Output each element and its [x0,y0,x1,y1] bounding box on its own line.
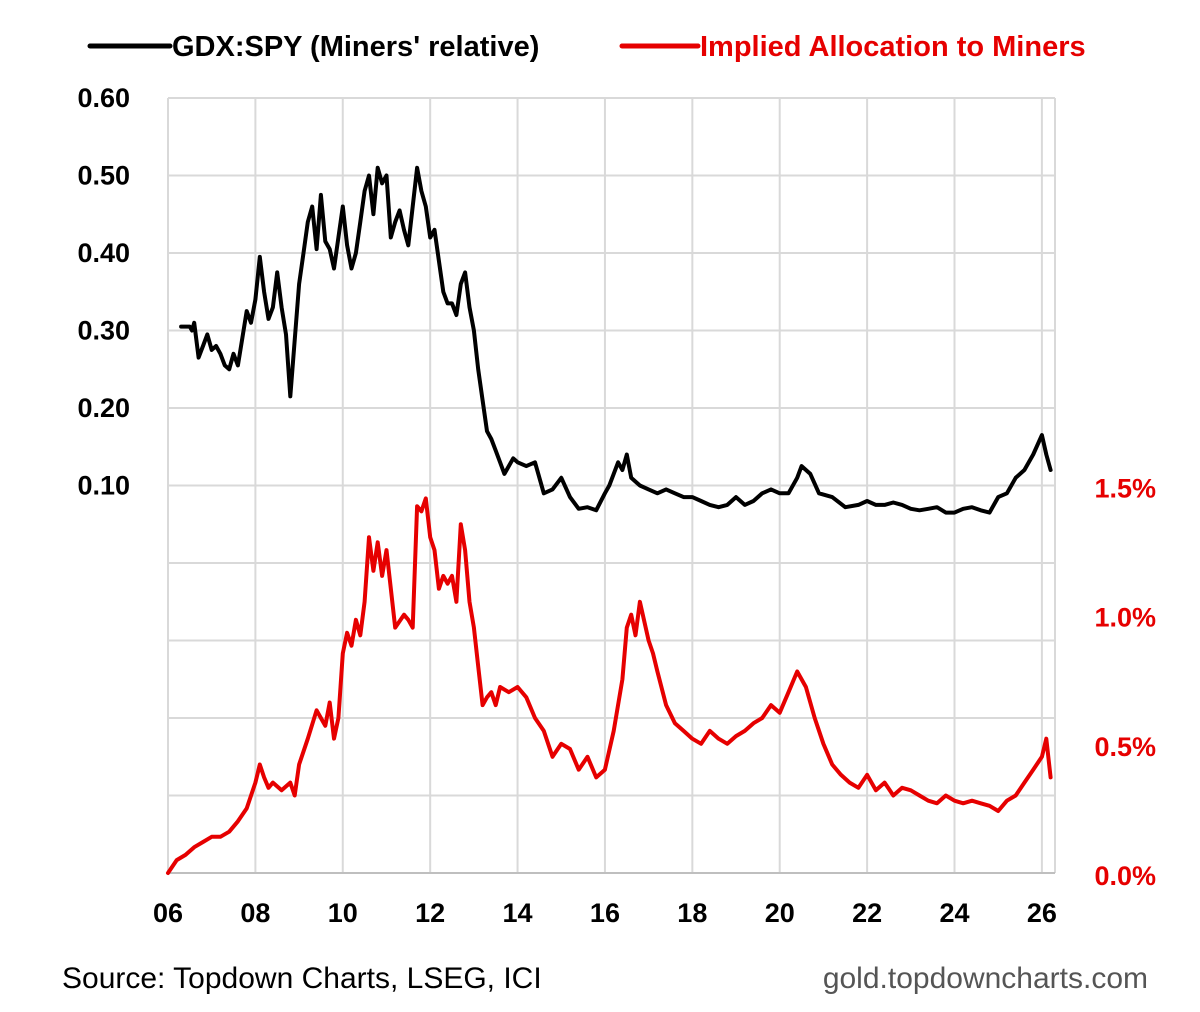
x-tick-label: 26 [1027,898,1057,928]
legend-label-miners-relative: GDX:SPY (Miners' relative) [172,31,539,63]
left-tick-label: 0.30 [77,316,130,346]
x-tick-label: 20 [765,898,795,928]
right-tick-label: 0.5% [1094,732,1156,762]
plot-frame [167,98,1056,874]
source-note: Source: Topdown Charts, LSEG, ICI [62,962,542,995]
x-axis-ticks: 06 08 10 12 14 16 18 20 22 24 26 [153,898,1057,928]
x-tick-label: 18 [677,898,707,928]
x-tick-label: 10 [328,898,358,928]
x-tick-label: 08 [240,898,270,928]
legend-label-implied-allocation: Implied Allocation to Miners [700,31,1086,63]
right-tick-label: 0.0% [1094,861,1156,891]
series-line-miners-relative [179,165,1053,515]
left-tick-label: 0.50 [77,161,130,191]
x-tick-label: 24 [939,898,969,928]
series-line-implied-allocation [166,496,1053,875]
x-tick-label: 16 [590,898,620,928]
x-tick-label: 22 [852,898,882,928]
right-tick-label: 1.0% [1094,603,1156,633]
left-axis-ticks: 0.60 0.50 0.40 0.30 0.20 0.10 [77,83,130,501]
series-layer [166,165,1053,875]
left-tick-label: 0.40 [77,238,130,268]
x-tick-label: 12 [415,898,445,928]
x-tick-label: 06 [153,898,183,928]
right-tick-label: 1.5% [1094,474,1156,504]
website-note: gold.topdowncharts.com [823,962,1148,995]
left-tick-label: 0.60 [77,83,130,113]
legend: GDX:SPY (Miners' relative) Implied Alloc… [87,31,1086,63]
right-axis-ticks: 1.5% 1.0% 0.5% 0.0% [1094,474,1156,892]
x-tick-label: 14 [503,898,533,928]
left-tick-label: 0.10 [77,471,130,501]
left-tick-label: 0.20 [77,393,130,423]
